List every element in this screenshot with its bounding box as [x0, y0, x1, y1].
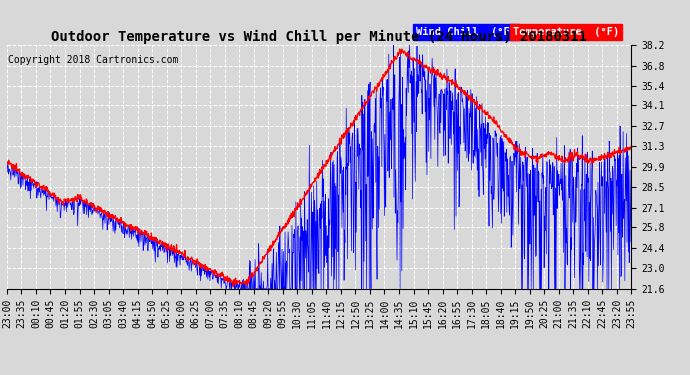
Title: Outdoor Temperature vs Wind Chill per Minute (24 Hours) 20180311: Outdoor Temperature vs Wind Chill per Mi… — [51, 30, 587, 44]
Text: Wind Chill  (°F): Wind Chill (°F) — [416, 27, 516, 37]
Text: Temperature  (°F): Temperature (°F) — [513, 27, 619, 37]
Text: Copyright 2018 Cartronics.com: Copyright 2018 Cartronics.com — [8, 55, 178, 65]
